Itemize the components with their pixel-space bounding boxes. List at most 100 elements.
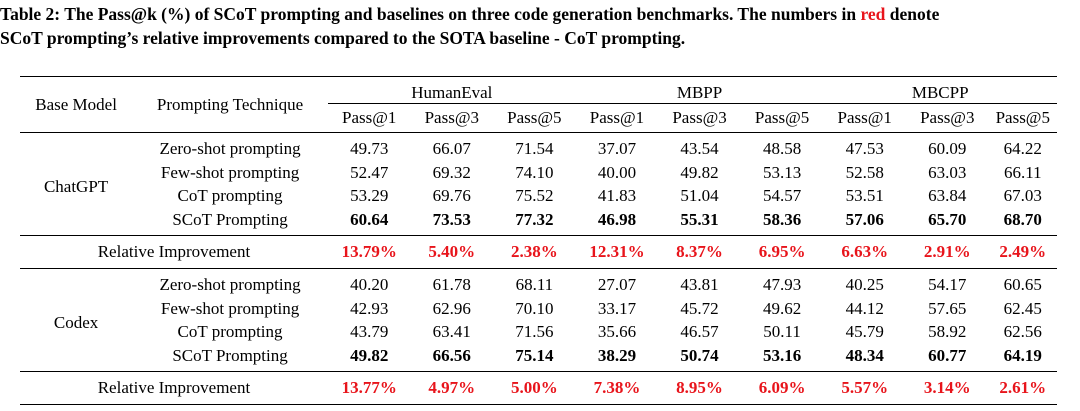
value-cell: 46.98 — [597, 209, 637, 229]
relative-improvement-value: 5.00% — [493, 371, 576, 405]
relative-improvement-label: Relative Improvement — [20, 235, 328, 269]
value-cell: 77.32 — [515, 209, 554, 229]
caption-line-1: Table 2: The Pass@k (%) of SCoT promptin… — [0, 2, 1080, 26]
results-table: Base Model Prompting Technique HumanEval… — [20, 76, 1057, 405]
value-cell: 73.53 — [432, 209, 471, 229]
value-cell: 41.83 — [597, 186, 637, 206]
technique-cell: CoT prompting — [177, 322, 283, 342]
table-row: CoT prompting 43.79 63.41 71.56 35.66 46.57 50… — [20, 320, 1057, 344]
value-cell: 40.25 — [845, 275, 884, 295]
relative-improvement-value: 2.49% — [988, 235, 1057, 269]
value-cell: 49.82 — [680, 162, 719, 182]
relative-improvement-value: 6.09% — [740, 371, 824, 405]
value-cell: 52.58 — [845, 162, 884, 182]
relative-improvement-value: 13.77% — [327, 371, 411, 405]
value-cell: 38.29 — [597, 345, 637, 365]
relative-improvement-value: 7.38% — [575, 371, 659, 405]
relative-improvement-row: Relative Improvement 13.79% 5.40% 2.38% 12.3… — [20, 235, 1057, 269]
table-row: SCoT Prompting 60.64 73.53 77.32 46.98 55.31 5… — [20, 208, 1057, 236]
value-cell: 55.31 — [680, 209, 719, 229]
value-cell: 43.81 — [680, 275, 719, 295]
relative-improvement-value: 2.38% — [493, 235, 576, 269]
relative-improvement-label: Relative Improvement — [20, 371, 328, 405]
value-cell: 45.79 — [845, 322, 884, 342]
value-cell: 48.58 — [762, 139, 802, 159]
value-cell: 69.76 — [432, 186, 471, 206]
caption-red-word: red — [860, 4, 886, 24]
technique-cell: Zero-shot prompting — [159, 139, 301, 159]
value-cell: 60.09 — [928, 139, 967, 159]
value-cell: 65.70 — [928, 209, 967, 229]
value-cell: 54.57 — [762, 186, 802, 206]
header-metric: Pass@5 — [988, 103, 1057, 133]
value-cell: 61.78 — [432, 275, 471, 295]
relative-improvement-value: 4.97% — [410, 371, 494, 405]
value-cell: 57.65 — [928, 298, 967, 318]
value-cell: 62.45 — [1003, 298, 1042, 318]
value-cell: 51.04 — [680, 186, 719, 206]
relative-improvement-row: Relative Improvement 13.77% 4.97% 5.00% 7.38… — [20, 371, 1057, 405]
value-cell: 49.73 — [350, 139, 389, 159]
value-cell: 40.00 — [597, 162, 637, 182]
value-cell: 53.29 — [350, 186, 389, 206]
value-cell: 63.84 — [928, 186, 967, 206]
value-cell: 50.11 — [763, 322, 801, 342]
technique-cell: Few-shot prompting — [160, 162, 300, 182]
table-row: Few-shot prompting 42.93 62.96 70.10 33.17 45… — [20, 297, 1057, 321]
value-cell: 33.17 — [597, 298, 637, 318]
table-row: SCoT Prompting 49.82 66.56 75.14 38.29 50.74 5… — [20, 344, 1057, 372]
header-humaneval: HumanEval — [327, 76, 576, 104]
value-cell: 47.93 — [762, 275, 802, 295]
technique-cell: Zero-shot prompting — [159, 275, 301, 295]
value-cell: 71.56 — [515, 322, 554, 342]
header-mbcpp: MBCPP — [823, 76, 1057, 104]
value-cell: 37.07 — [597, 139, 637, 159]
header-metric: Pass@1 — [327, 103, 411, 133]
header-metric: Pass@3 — [410, 103, 494, 133]
relative-improvement-value: 6.95% — [740, 235, 824, 269]
value-cell: 63.03 — [928, 162, 967, 182]
header-row-metrics: Pass@1 Pass@3 Pass@5 Pass@1 Pass@3 Pass@… — [20, 103, 1057, 133]
relative-improvement-value: 6.63% — [823, 235, 906, 269]
value-cell: 47.53 — [845, 139, 884, 159]
value-cell: 43.79 — [350, 322, 389, 342]
value-cell: 60.65 — [1003, 275, 1042, 295]
header-metric: Pass@3 — [905, 103, 989, 133]
base-model-cell: Codex — [53, 312, 99, 332]
value-cell: 53.51 — [845, 186, 884, 206]
table-row: Codex Zero-shot prompting 40.20 61.78 68.11 2… — [20, 269, 1057, 331]
header-base-model: Base Model — [20, 76, 133, 133]
value-cell: 40.20 — [350, 275, 389, 295]
value-cell: 70.10 — [515, 298, 554, 318]
value-cell: 75.14 — [515, 345, 554, 365]
caption-line-2: SCoT prompting’s relative improvements c… — [0, 28, 686, 48]
value-cell: 62.96 — [432, 298, 471, 318]
value-cell: 48.34 — [845, 345, 884, 365]
value-cell: 66.56 — [432, 345, 471, 365]
value-cell: 66.11 — [1003, 162, 1042, 182]
value-cell: 63.41 — [432, 322, 471, 342]
value-cell: 49.62 — [762, 298, 802, 318]
value-cell: 69.32 — [432, 162, 471, 182]
value-cell: 68.70 — [1003, 209, 1042, 229]
value-cell: 75.52 — [515, 186, 554, 206]
value-cell: 62.56 — [1003, 322, 1042, 342]
value-cell: 66.07 — [432, 139, 471, 159]
technique-cell: SCoT Prompting — [172, 345, 288, 365]
caption-text-2: denote — [885, 4, 940, 24]
value-cell: 71.54 — [515, 139, 554, 159]
value-cell: 35.66 — [597, 322, 637, 342]
table-body: ChatGPT Zero-shot prompting 49.73 66.07 71.5… — [20, 133, 1057, 405]
value-cell: 60.64 — [350, 209, 389, 229]
header-metric: Pass@1 — [823, 103, 906, 133]
header-metric: Pass@5 — [493, 103, 576, 133]
value-cell: 68.11 — [515, 275, 554, 295]
relative-improvement-value: 12.31% — [575, 235, 659, 269]
caption-text-1: Table 2: The Pass@k (%) of SCoT promptin… — [0, 4, 861, 24]
relative-improvement-value: 13.79% — [327, 235, 411, 269]
value-cell: 43.54 — [680, 139, 719, 159]
table-row: ChatGPT Zero-shot prompting 49.73 66.07 71.5… — [20, 133, 1057, 195]
table-row: Few-shot prompting 52.47 69.32 74.10 40.00 49… — [20, 161, 1057, 185]
value-cell: 60.77 — [928, 345, 967, 365]
header-metric: Pass@3 — [658, 103, 741, 133]
